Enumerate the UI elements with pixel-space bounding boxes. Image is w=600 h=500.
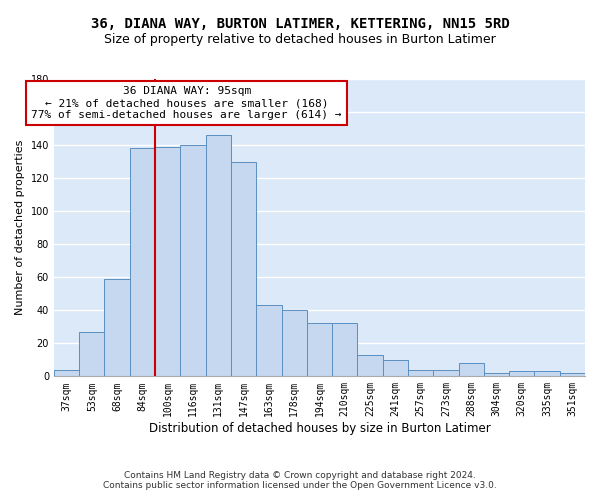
- Bar: [358, 355, 383, 376]
- Text: Size of property relative to detached houses in Burton Latimer: Size of property relative to detached ho…: [104, 32, 496, 46]
- Text: 36 DIANA WAY: 95sqm
← 21% of detached houses are smaller (168)
77% of semi-detac: 36 DIANA WAY: 95sqm ← 21% of detached ho…: [31, 86, 342, 120]
- Bar: [54, 370, 79, 376]
- Text: 36, DIANA WAY, BURTON LATIMER, KETTERING, NN15 5RD: 36, DIANA WAY, BURTON LATIMER, KETTERING…: [91, 18, 509, 32]
- Bar: [332, 324, 358, 376]
- Bar: [560, 373, 585, 376]
- Bar: [155, 146, 181, 376]
- Bar: [206, 135, 231, 376]
- Bar: [79, 332, 104, 376]
- Bar: [408, 370, 433, 376]
- Bar: [484, 373, 509, 376]
- Bar: [231, 162, 256, 376]
- X-axis label: Distribution of detached houses by size in Burton Latimer: Distribution of detached houses by size …: [149, 422, 490, 435]
- Bar: [509, 372, 535, 376]
- Bar: [181, 145, 206, 376]
- Bar: [256, 306, 281, 376]
- Bar: [535, 372, 560, 376]
- Bar: [130, 148, 155, 376]
- Bar: [307, 324, 332, 376]
- Y-axis label: Number of detached properties: Number of detached properties: [15, 140, 25, 316]
- Bar: [433, 370, 458, 376]
- Bar: [458, 363, 484, 376]
- Bar: [104, 279, 130, 376]
- Bar: [383, 360, 408, 376]
- Text: Contains HM Land Registry data © Crown copyright and database right 2024.
Contai: Contains HM Land Registry data © Crown c…: [103, 470, 497, 490]
- Bar: [281, 310, 307, 376]
